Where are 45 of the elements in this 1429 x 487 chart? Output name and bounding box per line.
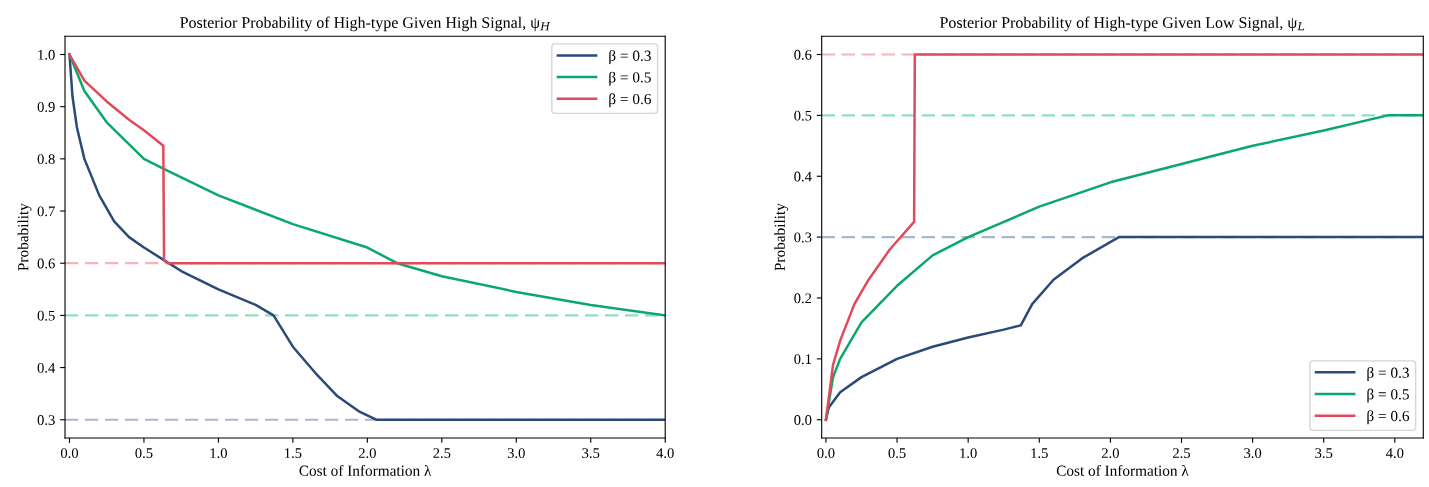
x-tick-label: 1.0 <box>960 448 977 459</box>
y-tick-label: 0.6 <box>37 258 55 269</box>
x-tick-label: 3.0 <box>507 448 525 459</box>
y-tick-label: 0.3 <box>37 415 55 426</box>
x-tick-label: 3.5 <box>582 448 600 459</box>
y-tick-label: 0.4 <box>37 362 56 373</box>
y-tick-label: 0.9 <box>37 102 55 112</box>
legend-label: β = 0.3 <box>609 49 651 64</box>
x-tick-label: 0.0 <box>817 448 835 459</box>
legend-label: β = 0.3 <box>1367 366 1409 381</box>
x-tick-label: 0.0 <box>60 448 79 459</box>
x-tick-label: 1.5 <box>1031 448 1048 459</box>
legend-label: β = 0.6 <box>1367 410 1410 425</box>
x-tick-label: 3.0 <box>1244 448 1262 459</box>
x-tick-label: 4.0 <box>1386 448 1404 459</box>
x-tick-label: 0.5 <box>135 448 153 459</box>
x-axis-title: Cost of Information λ <box>299 464 432 476</box>
x-tick-label: 2.5 <box>1173 448 1191 459</box>
y-tick-label: 0.8 <box>37 154 55 165</box>
x-tick-label: 0.5 <box>888 448 906 459</box>
legend-label: β = 0.5 <box>1367 388 1409 403</box>
y-tick-label: 0.0 <box>794 415 812 426</box>
x-tick-label: 1.5 <box>285 448 302 459</box>
y-tick-label: 0.5 <box>37 310 55 321</box>
y-axis-title: Probability <box>774 203 789 271</box>
x-tick-label: 4.0 <box>656 448 674 459</box>
x-tick-label: 2.0 <box>1101 448 1119 459</box>
chart-title: Posterior Probability of High-type Given High Signal, ψ$_{H}$ <box>180 16 551 32</box>
y-tick-label: 0.5 <box>794 110 812 121</box>
x-axis-title: Cost of Information λ <box>1056 464 1189 476</box>
y-tick-label: 0.4 <box>794 171 812 182</box>
x-tick-label: 2.5 <box>433 448 451 459</box>
y-tick-label: 0.3 <box>794 232 812 243</box>
y-tick-label: 0.2 <box>794 293 812 304</box>
y-tick-label: 0.6 <box>794 49 812 60</box>
y-tick-label: 0.1 <box>794 354 812 365</box>
x-tick-label: 2.0 <box>358 448 376 459</box>
y-tick-label: 0.7 <box>37 206 55 217</box>
x-tick-label: 1.0 <box>210 448 227 459</box>
legend-label: β = 0.6 <box>609 93 651 108</box>
chart-title: Posterior Probability of High-type Given Low Signal, ψ$_{L}$ <box>939 16 1305 32</box>
legend-label: β = 0.5 <box>609 71 651 86</box>
y-axis-title: Probability <box>17 203 32 271</box>
x-tick-label: 3.5 <box>1315 448 1333 459</box>
y-tick-label: 1.0 <box>38 49 55 60</box>
